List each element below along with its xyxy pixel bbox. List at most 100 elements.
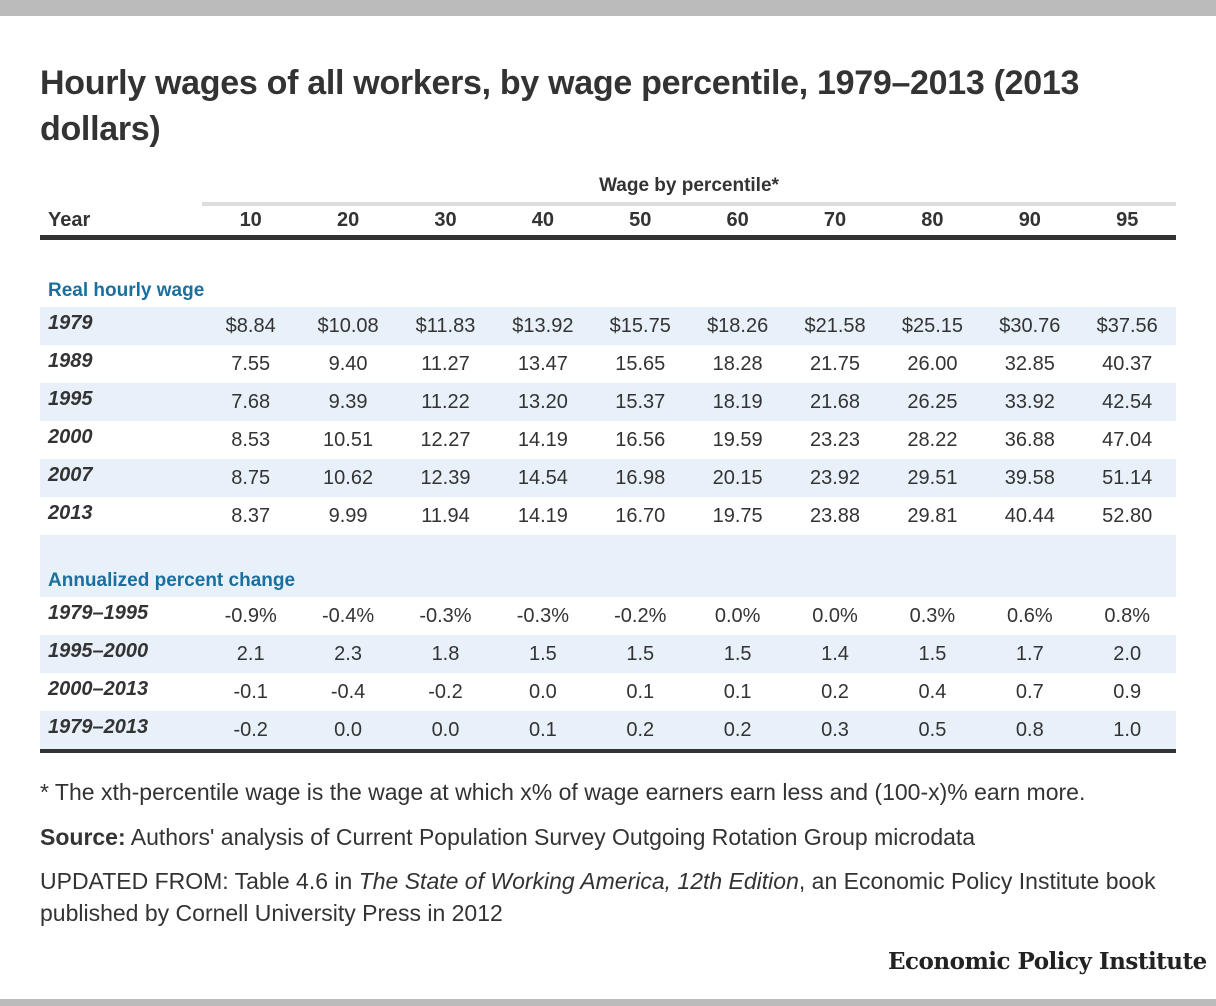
- group-header: Wage by percentile*: [40, 172, 1176, 206]
- row-label: 2000–2013: [48, 677, 149, 700]
- table-cell: 0.0: [334, 718, 362, 741]
- column-header-70: 70: [823, 209, 847, 231]
- table-cell: 8.75: [231, 466, 271, 489]
- table-cell: 14.19: [517, 504, 568, 527]
- table-cell: 39.58: [1004, 466, 1055, 489]
- table-cell: 0.2: [626, 718, 655, 741]
- table-cell: 28.22: [907, 428, 958, 451]
- table-cell: 0.2: [723, 718, 752, 741]
- table-cell: 13.20: [517, 390, 568, 413]
- table-cell: $10.08: [317, 314, 379, 337]
- table-cell: 15.37: [615, 390, 666, 413]
- table-row: 1979 $8.84 $10.08 $11.83 $13.92 $15.75 $18.26 $…: [40, 307, 1176, 345]
- table-cell: -0.3%: [419, 604, 472, 627]
- table-bottom-rule: [40, 749, 1176, 753]
- book-title: The State of Working America, 12th Editi…: [358, 868, 799, 894]
- table-cell: $11.83: [415, 314, 476, 337]
- source-label: Source:: [40, 824, 126, 850]
- table-cell: 23.23: [810, 428, 861, 451]
- group-header-rule: [202, 202, 1176, 206]
- table-row: 1995 7.68 9.39 11.22 13.20 15.37 18.19 21.68 26.…: [40, 383, 1176, 421]
- table-cell: 47.04: [1102, 428, 1153, 451]
- table-cell: 1.5: [528, 642, 557, 665]
- column-header-60: 60: [726, 209, 749, 231]
- table-cell: -0.4%: [321, 604, 375, 627]
- updated-suffix: , an Economic Policy Institute book publ…: [40, 868, 1156, 926]
- bottom-frame-bar: [0, 999, 1216, 1006]
- table-cell: 18.19: [712, 390, 763, 413]
- group-header-label: Wage by percentile*: [599, 175, 779, 196]
- table-cell: -0.2: [428, 680, 463, 703]
- table-cell: 8.37: [231, 504, 271, 527]
- column-header-95: 95: [1116, 209, 1139, 231]
- table-cell: 0.8%: [1104, 604, 1150, 627]
- table-row: 2007 8.75 10.62 12.39 14.54 16.98 20.15 23.92 29…: [40, 459, 1176, 497]
- row-label: 1979–1995: [48, 601, 149, 624]
- table-cell: 2.3: [334, 642, 362, 665]
- table-row: 1995–2000 2.1 2.3 1.8 1.5 1.5 1.5 1.4 1.5 1.7 2.0: [40, 635, 1176, 673]
- column-header-40: 40: [531, 209, 554, 231]
- row-label: 1989: [48, 349, 93, 372]
- table-row: 2013 8.37 9.99 11.94 14.19 16.70 19.75 23.88 29.…: [40, 497, 1176, 535]
- table-cell: 52.80: [1102, 504, 1153, 527]
- top-frame-bar: [0, 0, 1216, 16]
- column-header-30: 30: [434, 209, 457, 231]
- table-cell: 20.15: [712, 466, 763, 489]
- table-cell: 42.54: [1102, 390, 1153, 413]
- notes: * The xth-percentile wage is the wage at…: [40, 776, 1180, 929]
- header-spacer: [40, 240, 1176, 271]
- updated-from-note: UPDATED FROM: Table 4.6 in The State of …: [40, 865, 1180, 929]
- table-row: 1979–1995 -0.9% -0.4% -0.3% -0.3% -0.2% 0.0% 0.…: [40, 597, 1176, 635]
- table-cell: $15.75: [609, 314, 671, 337]
- row-label: 2007: [48, 463, 93, 486]
- table-cell: 32.85: [1004, 352, 1055, 375]
- table-cell: 0.0%: [714, 604, 761, 627]
- table-cell: 1.5: [626, 642, 655, 665]
- column-header-20: 20: [336, 209, 360, 231]
- source-text: Authors' analysis of Current Population …: [125, 824, 976, 850]
- table-cell: 1.7: [1015, 642, 1044, 665]
- table-cell: 2.1: [236, 642, 265, 665]
- table-cell: 10.62: [323, 466, 374, 489]
- table-cell: 0.6%: [1007, 604, 1053, 627]
- table-cell: 19.59: [712, 428, 763, 451]
- table-row: 1979–2013 -0.2 0.0 0.0 0.1 0.2 0.2 0.3 0.5 0.8 1.0: [40, 711, 1176, 749]
- table-cell: 1.8: [431, 642, 460, 665]
- table-cell: 2.0: [1113, 642, 1142, 665]
- table-cell: 36.88: [1004, 428, 1055, 451]
- table-row: 1989 7.55 9.40 11.27 13.47 15.65 18.28 21.75 26.…: [40, 345, 1176, 383]
- table-cell: 11.94: [421, 504, 470, 527]
- table-cell: 18.28: [712, 352, 763, 375]
- row-label: 1979: [48, 311, 93, 334]
- table-cell: 10.51: [323, 428, 374, 451]
- table-cell: 14.54: [517, 466, 568, 489]
- table-cell: 21.68: [810, 390, 861, 413]
- table-cell: 19.75: [712, 504, 763, 527]
- table-cell: $25.15: [901, 314, 964, 337]
- table-cell: 13.47: [517, 352, 568, 375]
- column-header-80: 80: [921, 209, 944, 231]
- table-cell: 1.0: [1113, 718, 1142, 741]
- table-cell: 26.00: [907, 352, 958, 375]
- column-header-row: Year 10 20 30 40 50 60 70 80 90 95: [40, 202, 1176, 240]
- table-cell: -0.3%: [516, 604, 569, 627]
- table-cell: -0.9%: [224, 604, 277, 627]
- table-cell: 0.1: [528, 718, 557, 741]
- footnote: * The xth-percentile wage is the wage at…: [40, 779, 1086, 805]
- table-row: 2000–2013 -0.1 -0.4 -0.2 0.0 0.1 0.1 0.2 0.4 0.7 0…: [40, 673, 1176, 711]
- column-header-year: Year: [48, 209, 91, 231]
- table-cell: 29.81: [907, 504, 958, 527]
- section-title: Annualized percent change: [40, 535, 1176, 597]
- table-cell: $30.76: [999, 314, 1061, 337]
- table-cell: 16.98: [615, 466, 666, 489]
- table-cell: 0.0: [431, 718, 460, 741]
- table-cell: 51.14: [1102, 466, 1153, 489]
- table-cell: 1.4: [821, 642, 849, 665]
- table-cell: 1.5: [918, 642, 947, 665]
- section-title: Real hourly wage: [48, 280, 205, 301]
- row-label: 1995: [48, 387, 93, 410]
- table-cell: $18.26: [707, 314, 769, 337]
- table-cell: 0.2: [821, 680, 849, 703]
- table-cell: 0.0: [528, 680, 557, 703]
- column-header-90: 90: [1018, 209, 1041, 231]
